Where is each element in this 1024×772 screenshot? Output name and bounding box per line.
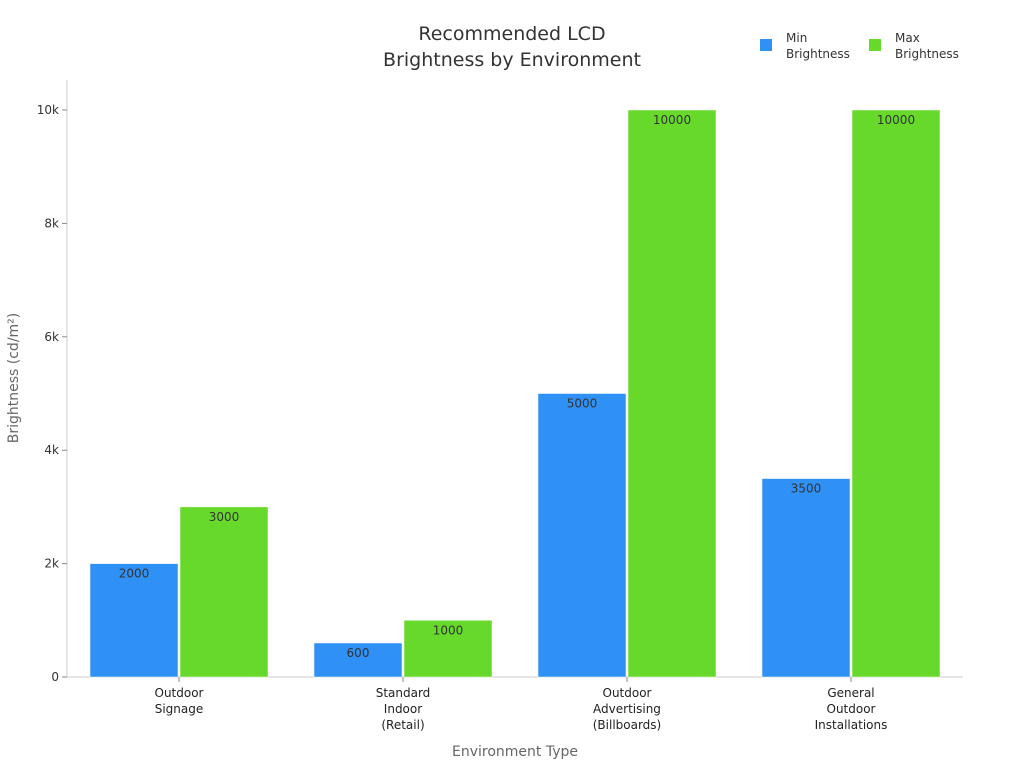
x-tick-label: Signage	[155, 702, 204, 716]
bar	[627, 109, 717, 678]
data-label: 600	[347, 646, 370, 660]
legend-label: Brightness	[895, 47, 959, 61]
x-tick-label: General	[827, 686, 874, 700]
x-tick-label: Outdoor	[603, 686, 652, 700]
legend-label: Min	[786, 31, 807, 45]
data-label: 3500	[791, 482, 822, 496]
data-label: 10000	[653, 113, 691, 127]
y-tick-label: 6k	[44, 330, 59, 344]
y-tick-label: 2k	[44, 557, 59, 571]
x-tick-label: (Retail)	[381, 718, 424, 732]
x-tick-label: Advertising	[593, 702, 661, 716]
y-tick-label: 0	[51, 670, 59, 684]
x-tick-label: Outdoor	[155, 686, 204, 700]
chart-title: Recommended LCD	[418, 23, 605, 45]
data-label: 2000	[119, 567, 150, 581]
data-label: 3000	[209, 510, 240, 524]
legend-label: Brightness	[786, 47, 850, 61]
bar	[313, 642, 403, 678]
bar	[851, 109, 941, 678]
x-axis-label: Environment Type	[452, 744, 578, 760]
data-label: 1000	[433, 623, 464, 637]
legend-swatch	[869, 39, 881, 51]
bar	[761, 478, 851, 678]
y-axis-label: Brightness (cd/m²)	[6, 313, 22, 444]
x-tick-label: Standard	[376, 686, 431, 700]
y-tick-label: 10k	[37, 103, 59, 117]
y-tick-label: 8k	[44, 216, 59, 230]
x-tick-label: (Billboards)	[593, 718, 662, 732]
data-label: 5000	[567, 397, 598, 411]
x-tick-label: Installations	[815, 718, 888, 732]
bar	[89, 563, 179, 678]
x-tick-label: Outdoor	[827, 702, 876, 716]
x-tick-label: Indoor	[384, 702, 422, 716]
bar	[537, 393, 627, 678]
bar	[403, 620, 493, 678]
y-tick-label: 4k	[44, 443, 59, 457]
chart-title: Brightness by Environment	[383, 49, 641, 71]
data-label: 10000	[877, 113, 915, 127]
bar	[179, 506, 269, 678]
legend-swatch	[760, 39, 772, 51]
legend-label: Max	[895, 31, 920, 45]
